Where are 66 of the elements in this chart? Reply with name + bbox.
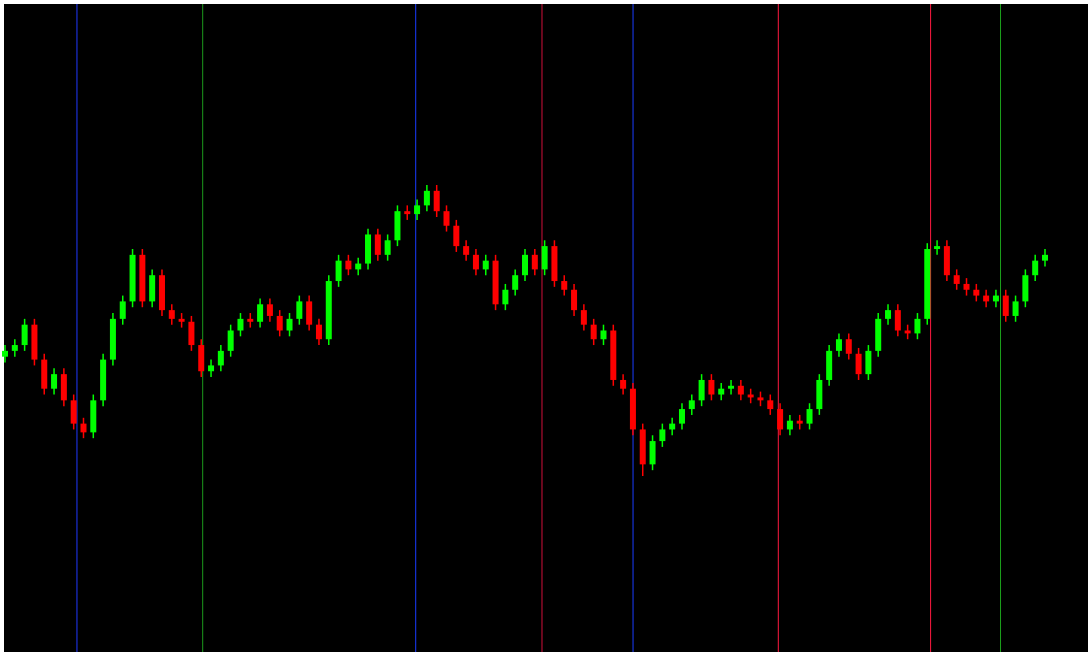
candlestick [649,434,656,471]
candlestick [80,417,87,439]
candlestick [728,379,735,396]
candlestick [414,198,421,221]
candlestick [433,184,440,218]
candlestick [659,422,666,448]
candlestick [51,367,58,396]
candlestick [620,373,627,396]
candlestick [502,283,509,311]
candlestick [953,268,960,291]
candlestick [119,294,126,326]
candlestick [1032,254,1039,282]
candlestick [531,248,538,276]
candlestick [335,254,342,288]
candlestick [590,318,597,346]
candlestick [512,268,519,297]
candlestick [217,344,224,372]
candlestick [914,312,921,340]
candlestick [443,204,450,233]
candlestick [70,393,77,431]
candlestick [737,379,744,402]
candlestick [1002,289,1009,323]
candlestick [266,297,273,323]
candlestick [571,283,578,317]
candlestick [865,344,872,381]
candlestick [188,315,195,352]
candlestick [237,312,244,338]
candlestick [453,219,460,253]
candlestick [276,309,283,338]
candlestick [934,239,941,256]
candlestick [296,294,303,326]
candlestick [463,239,470,262]
candlestick [835,332,842,358]
candlestick [561,274,568,297]
candlestick [894,303,901,338]
candlestick [767,393,774,416]
candlestick [580,303,587,332]
candlestick [21,318,28,352]
candlestick [482,254,489,276]
candlestick [168,303,175,326]
candlestick [286,312,293,338]
candlestick [315,318,322,346]
candlestick [777,402,784,437]
candlestick [698,373,705,407]
candlestick [708,373,715,402]
candlestick [600,323,607,346]
candlestick [11,338,18,358]
candlestick [374,227,381,262]
candlestick [845,332,852,361]
candlestick [257,297,264,329]
candlestick [541,239,548,276]
candlestick [786,414,793,437]
candlestick [885,303,892,326]
candlestick [306,294,313,332]
candlestick [227,323,234,358]
candlestick [688,393,695,416]
candlestick [1012,294,1019,323]
candlestick [423,184,430,212]
candlestick [2,344,8,364]
candlestick [345,254,352,276]
candlestick [522,248,528,282]
candlestick [678,402,685,431]
candlestick [384,233,391,262]
candlestick [472,248,479,276]
candlestick [855,347,862,381]
candlestick [806,402,813,431]
